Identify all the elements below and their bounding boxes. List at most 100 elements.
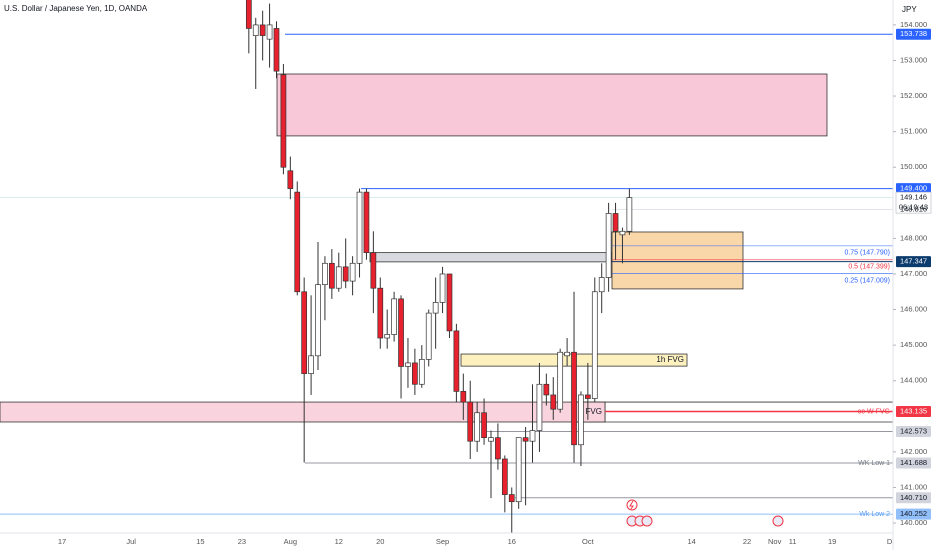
candle-body <box>398 298 404 367</box>
candle-body <box>598 277 605 293</box>
x-tick-label: 14 <box>687 537 695 546</box>
candle-body <box>425 312 432 360</box>
prev-close-label: 148.816 <box>900 204 927 213</box>
y-tick-label: 151.000 <box>900 127 927 136</box>
x-tick-label: 17 <box>58 537 66 546</box>
price-badge-label: 143.135 <box>900 406 927 415</box>
candle-body <box>412 362 418 385</box>
zone <box>611 231 744 290</box>
x-tick-label: D <box>887 537 893 546</box>
price-badge-label: 149.400 <box>900 184 927 193</box>
level-note: Wk Low 2 <box>859 511 890 518</box>
candle-body <box>605 213 612 278</box>
price-badge-label: 147.347 <box>900 257 927 266</box>
candle-body <box>418 359 425 385</box>
x-tick-label: Oct <box>582 537 595 546</box>
candle-body <box>245 0 252 29</box>
candle-body <box>280 74 287 168</box>
zone <box>276 73 828 137</box>
event-icons <box>626 499 784 527</box>
candle-body <box>259 24 266 36</box>
zone-label: 1h FVG <box>656 355 684 364</box>
candle-body <box>328 262 335 289</box>
candle-body <box>349 262 356 282</box>
candle-body <box>294 191 301 293</box>
price-badge-label: 141.688 <box>900 458 927 467</box>
candle-body <box>322 262 328 285</box>
candle-body <box>391 298 397 335</box>
candle-body <box>439 273 446 303</box>
x-tick-label: 11 <box>789 537 797 546</box>
candle-body <box>495 437 501 460</box>
candle-body <box>550 394 557 410</box>
y-tick-label: 147.000 <box>900 269 927 278</box>
candle-body <box>522 437 529 442</box>
x-tick-label: 16 <box>508 537 516 546</box>
level-note: WK Low 1 <box>858 460 890 467</box>
candle-body <box>508 494 515 503</box>
y-tick-label: 144.000 <box>900 376 927 385</box>
price-badge-label: 142.573 <box>900 426 927 435</box>
zone <box>0 401 606 423</box>
candle-body <box>515 437 522 503</box>
candle-body <box>564 351 570 357</box>
candle-body <box>591 291 598 399</box>
zone-label: FVG <box>586 407 602 416</box>
last-price-badge <box>895 191 932 214</box>
y-tick-label: 140.000 <box>900 518 927 527</box>
candle-body <box>356 191 363 264</box>
countdown: 06:10:43 <box>899 203 928 212</box>
candle-body <box>377 287 384 339</box>
level-note: ce W FVG <box>858 408 890 415</box>
candle-body <box>315 284 321 357</box>
y-tick-label: 150.000 <box>900 162 927 171</box>
y-tick-label: 146.000 <box>900 305 927 314</box>
x-tick-label: 19 <box>828 537 836 546</box>
price-badge <box>896 183 931 195</box>
candle-body <box>585 394 591 399</box>
x-tick-label: Aug <box>284 537 297 546</box>
candle-body <box>384 334 391 339</box>
price-badge-label: 153.738 <box>900 29 927 38</box>
currency: JPY <box>902 5 917 14</box>
candle-body <box>446 273 453 332</box>
x-tick-label: Jul <box>126 537 136 546</box>
candle-body <box>543 383 550 396</box>
candle-body <box>467 401 474 442</box>
y-tick-label: 152.000 <box>900 91 927 100</box>
x-tick-label: 23 <box>238 537 246 546</box>
price-badge <box>896 457 931 469</box>
y-tick-label: 141.000 <box>900 482 927 491</box>
last-price-label: 149.146 <box>900 193 927 202</box>
candle-body <box>481 412 487 438</box>
y-tick-label: 154.000 <box>900 20 927 29</box>
candle-body <box>619 230 626 236</box>
price-badge <box>896 28 931 40</box>
x-tick-label: Nov <box>768 537 782 546</box>
candle-body <box>370 252 377 289</box>
candle-body <box>501 458 508 495</box>
x-tick-label: 15 <box>196 537 204 546</box>
chart-title: U.S. Dollar / Japanese Yen, 1D, OANDA <box>4 4 148 13</box>
candle-body <box>342 266 349 282</box>
price-badge-label: 140.252 <box>900 509 927 518</box>
x-tick-label: 20 <box>376 537 384 546</box>
candle-body <box>273 28 280 72</box>
candle-body <box>432 302 439 314</box>
price-badge <box>896 405 931 417</box>
candle-body <box>405 362 411 367</box>
x-tick-label: 12 <box>335 537 343 546</box>
candle-body <box>557 351 564 410</box>
price-badge <box>896 256 931 268</box>
candle-body <box>571 351 577 446</box>
fib-label: 0.5 (147.399) <box>848 264 890 271</box>
candle-body <box>626 197 633 232</box>
candle-body <box>301 291 308 374</box>
candle-body <box>474 412 481 442</box>
candle-body <box>453 330 460 392</box>
fib-label: 0.25 (147.009) <box>844 277 890 284</box>
zone <box>369 252 613 263</box>
candle-body <box>460 391 467 403</box>
candle-body <box>612 213 619 232</box>
